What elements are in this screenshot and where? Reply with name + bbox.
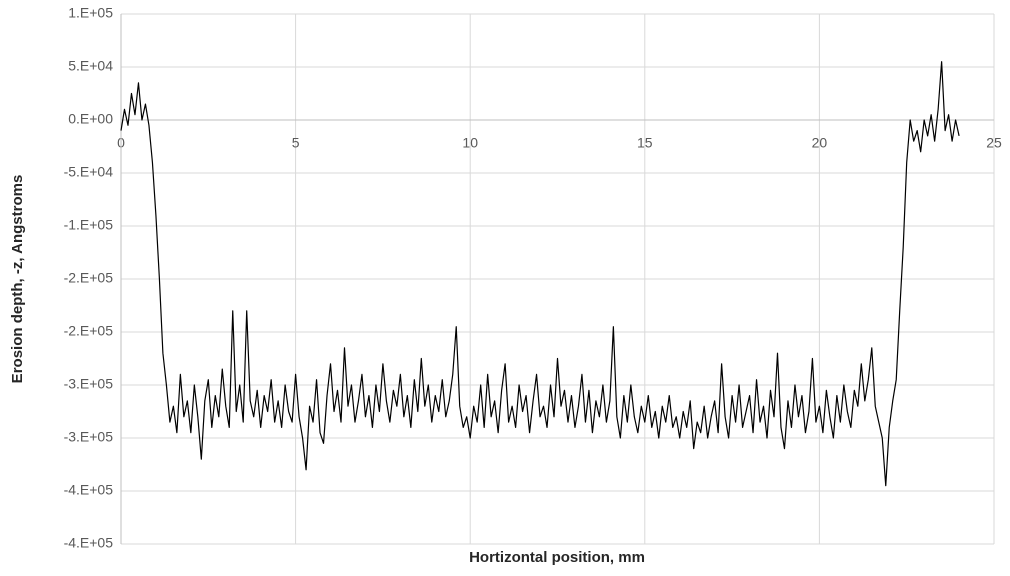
y-tick-label: 5.E+04 (68, 58, 113, 74)
x-tick-label: 5 (292, 135, 300, 151)
y-tick-label: -2.E+05 (64, 323, 114, 339)
y-tick-label: 0.E+00 (68, 111, 113, 127)
y-tick-label: -5.E+04 (64, 164, 114, 180)
y-tick-label: 1.E+05 (68, 5, 113, 21)
x-tick-label: 20 (812, 135, 828, 151)
x-tick-label: 10 (462, 135, 478, 151)
x-axis-title: Hortizontal position, mm (469, 549, 645, 566)
y-axis-title: Erosion depth, -z, Angstroms (9, 175, 26, 384)
x-tick-label: 25 (986, 135, 1002, 151)
y-tick-label: -3.E+05 (64, 429, 114, 445)
y-tick-label: -2.E+05 (64, 270, 114, 286)
x-tick-label: 15 (637, 135, 653, 151)
y-tick-label: -1.E+05 (64, 217, 114, 233)
y-tick-label: -4.E+05 (64, 535, 114, 551)
data-line (120, 61, 960, 487)
y-tick-label: -3.E+05 (64, 376, 114, 392)
y-tick-label: -4.E+05 (64, 482, 114, 498)
